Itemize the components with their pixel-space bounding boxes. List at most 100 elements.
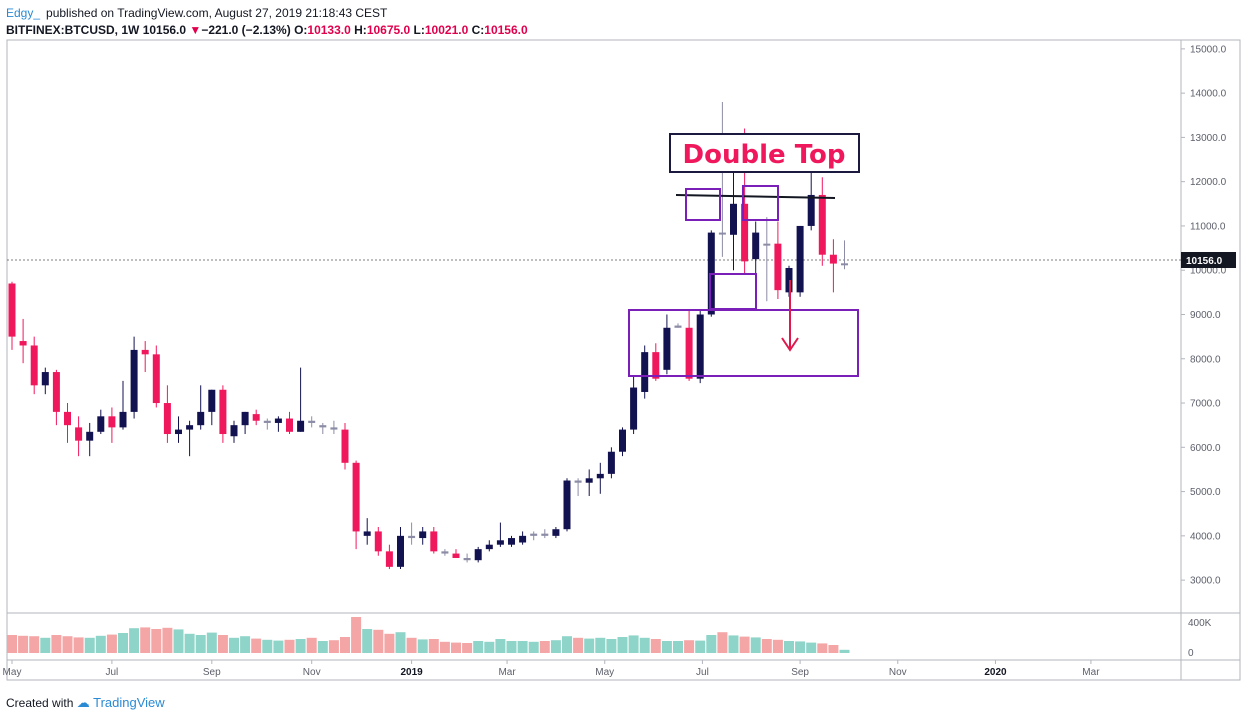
close-value: 10156.0	[484, 23, 528, 37]
price-tag-text: 10156.0	[1186, 256, 1223, 267]
candle-body	[208, 389, 216, 412]
volume-bar	[761, 639, 772, 653]
volume-bar	[73, 637, 84, 653]
volume-bar	[362, 629, 373, 653]
volume-bar	[451, 642, 461, 653]
volume-bar	[395, 632, 406, 653]
annotations: Double Top	[628, 133, 860, 377]
author-name[interactable]: Edgy_	[6, 6, 41, 20]
annotation-box[interactable]	[669, 133, 860, 173]
candle-body	[130, 349, 138, 412]
price-tag-bg	[1181, 252, 1236, 268]
volume-bar	[784, 641, 794, 653]
candle-body	[141, 349, 149, 355]
volume-bar	[129, 628, 140, 653]
candle-body	[474, 549, 482, 561]
candle-body	[541, 533, 549, 536]
candle-body	[763, 243, 771, 246]
candle-body	[385, 551, 393, 567]
time-tick-label: Sep	[203, 667, 221, 678]
candle-body	[563, 480, 571, 530]
candle-body	[741, 203, 749, 262]
candle-body	[19, 341, 27, 346]
created-with-label: Created with	[6, 696, 74, 710]
volume-bar	[40, 637, 51, 653]
volume-bar	[373, 629, 384, 653]
candle-body	[52, 372, 60, 412]
volume-bar	[106, 634, 117, 653]
candle-body	[441, 551, 449, 554]
annotation-text: Double Top	[683, 140, 846, 170]
time-tick-label: Sep	[791, 667, 809, 678]
change-value: −221.0 (−2.13%)	[201, 23, 291, 37]
candle-body	[508, 538, 515, 545]
volume-bar	[173, 629, 184, 653]
neckline-box[interactable]	[709, 273, 757, 310]
first-top-box[interactable]	[685, 188, 721, 221]
price-axis: 3000.0 4000.0 5000.0 6000.0 7000.0 8000.0 9000…	[1181, 44, 1227, 587]
chart-frame	[6, 39, 1241, 681]
candle-body	[374, 531, 382, 552]
price-tick-label: 11000.0	[1190, 221, 1226, 232]
candle-body	[163, 403, 171, 435]
candle-body	[75, 427, 83, 441]
volume-bar	[406, 637, 417, 653]
volume-bar	[240, 636, 251, 653]
candle-body	[286, 418, 293, 432]
resistance-line[interactable]	[675, 194, 836, 199]
time-tick-label: Mar	[1082, 667, 1100, 678]
volume-axis: 400K 0	[1188, 618, 1212, 659]
candle-body	[152, 354, 160, 404]
candle-body	[230, 425, 238, 437]
candle-body	[530, 533, 538, 536]
close-label: C:	[471, 23, 485, 37]
candle-body	[685, 327, 693, 379]
tradingview-logo[interactable]: ☁ TradingView	[76, 695, 165, 710]
candle-body	[496, 540, 504, 545]
volume-bar	[62, 636, 73, 653]
volume-bar	[428, 639, 439, 653]
volume-bar	[650, 639, 661, 653]
volume-bar	[251, 638, 262, 653]
time-tick-label: Nov	[303, 667, 321, 678]
candle-body	[363, 531, 371, 536]
low-value: 10021.0	[424, 23, 469, 37]
time-tick-label: May	[595, 667, 614, 678]
price-tick-label: 15000.0	[1190, 44, 1227, 55]
candle-body	[263, 420, 271, 423]
volume-bar	[595, 637, 606, 653]
price-tick-label: 9000.0	[1190, 310, 1221, 321]
volume-bar	[118, 633, 128, 653]
price-tick-label: 5000.0	[1190, 487, 1221, 498]
volume-bar	[661, 641, 672, 653]
volume-bar	[340, 637, 350, 653]
candle-body	[619, 429, 626, 452]
candle-body	[64, 411, 71, 426]
volume-bar	[51, 635, 62, 653]
volume-bar	[495, 639, 506, 653]
last-price-tag: 10156.0	[1181, 252, 1236, 268]
volume-bar	[7, 635, 17, 653]
volume-bar	[18, 635, 29, 653]
volume-bar	[439, 641, 450, 653]
target-zone-box[interactable]	[628, 309, 859, 377]
volume-bar	[206, 632, 217, 653]
volume-bar	[772, 639, 783, 653]
candle-body	[829, 254, 837, 264]
time-tick-label: Jul	[696, 667, 709, 678]
volume-bar	[728, 635, 739, 653]
volume-bar	[539, 641, 550, 653]
candle-body	[297, 420, 305, 432]
candle-body	[319, 425, 327, 428]
publish-date: published on TradingView.com, August 27,…	[46, 6, 388, 20]
time-tick-label: May	[3, 667, 22, 678]
volume-bar	[628, 635, 639, 653]
volume-bar	[295, 639, 306, 653]
second-top-box[interactable]	[742, 185, 779, 221]
candle-body	[86, 431, 94, 441]
ohlc-legend: BITFINEX:BTCUSD, 1W 10156.0 ▼−221.0 (−2.…	[6, 23, 528, 37]
price-tick-label: 8000.0	[1190, 354, 1221, 365]
volume-bar	[229, 637, 239, 653]
volume-bar	[617, 637, 628, 653]
chart-canvas[interactable]: 3000.0 4000.0 5000.0 6000.0 7000.0 8000.0 9000…	[0, 0, 1246, 690]
